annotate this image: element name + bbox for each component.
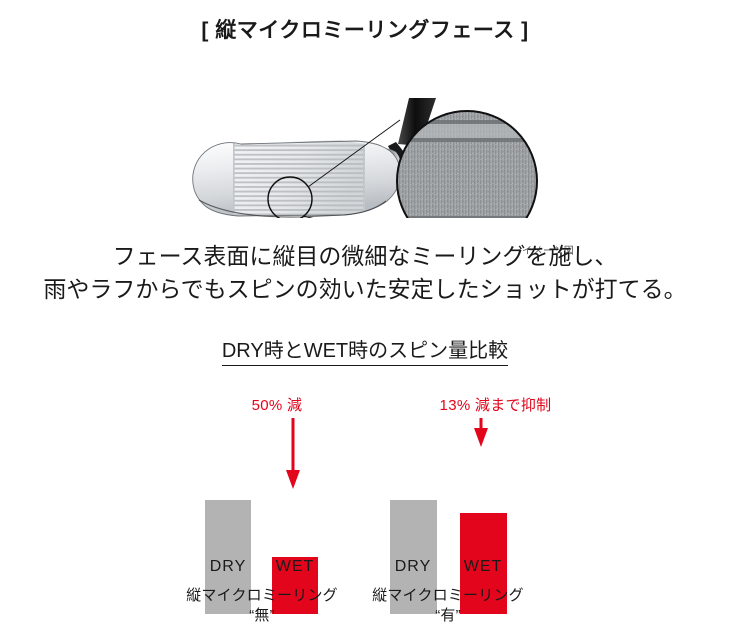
spin-comparison-chart: DRY時とWET時のスピン量比較 50% 減 DRY WET 縦マイクロミーリン…: [0, 334, 730, 624]
axis-label-group-2-wet: WET: [463, 558, 503, 575]
magnify-source-circle: [267, 176, 313, 218]
annotation-group-1: 50% 減: [251, 397, 303, 414]
group-label-2: 縦マイクロミーリング “有”: [338, 586, 558, 627]
page-title: [ 縦マイクロミーリングフェース ]: [201, 19, 529, 42]
description-line-2: 雨やラフからでもスピンの効いた安定したショットが打てる。: [43, 276, 687, 303]
description-line-1: フェース表面に縦目の微細なミーリングを施し、: [112, 243, 618, 269]
chart-title: DRY時とWET時のスピン量比較: [0, 334, 730, 366]
axis-label-group-2-dry: DRY: [394, 558, 432, 575]
bar-group-1-dry: [205, 500, 251, 614]
axis-label-group-1-dry: DRY: [209, 558, 247, 575]
group-label-1-main: 縦マイクロミーリング: [186, 587, 338, 604]
arrow-down-group-1: [286, 418, 300, 489]
annotation-group-2: 13% 減まで抑制: [439, 397, 552, 414]
magnifier-ring: [396, 110, 538, 218]
group-label-1-sub: “無”: [249, 607, 275, 625]
arrow-down-group-2: [474, 418, 488, 447]
group-label-2-sub: “有”: [435, 607, 461, 625]
feature-description: フェース表面に縦目の微細なミーリングを施し、 雨やラフからでもスピンの効いた安定…: [0, 240, 730, 307]
club-face: [233, 140, 365, 215]
club-illustration: イメージ図: [0, 48, 730, 257]
chart-plot-area: 50% 減 DRY WET 縦マイクロミーリング “無” 13% 減まで抑制 D…: [0, 364, 730, 624]
leader-line-top: [307, 119, 401, 188]
bar-group-2-dry: [390, 500, 437, 614]
chart-title-text: DRY時とWET時のスピン量比較: [221, 340, 509, 366]
bar-group-2-wet: [460, 513, 507, 614]
axis-label-group-1-wet: WET: [275, 558, 315, 575]
image-caption: イメージ図: [522, 246, 575, 257]
bar-group-1-wet: [272, 557, 318, 614]
group-label-1: 縦マイクロミーリング “無”: [152, 586, 372, 627]
wedge-diagram-svg: [192, 98, 538, 218]
group-label-2-main: 縦マイクロミーリング: [372, 587, 524, 604]
